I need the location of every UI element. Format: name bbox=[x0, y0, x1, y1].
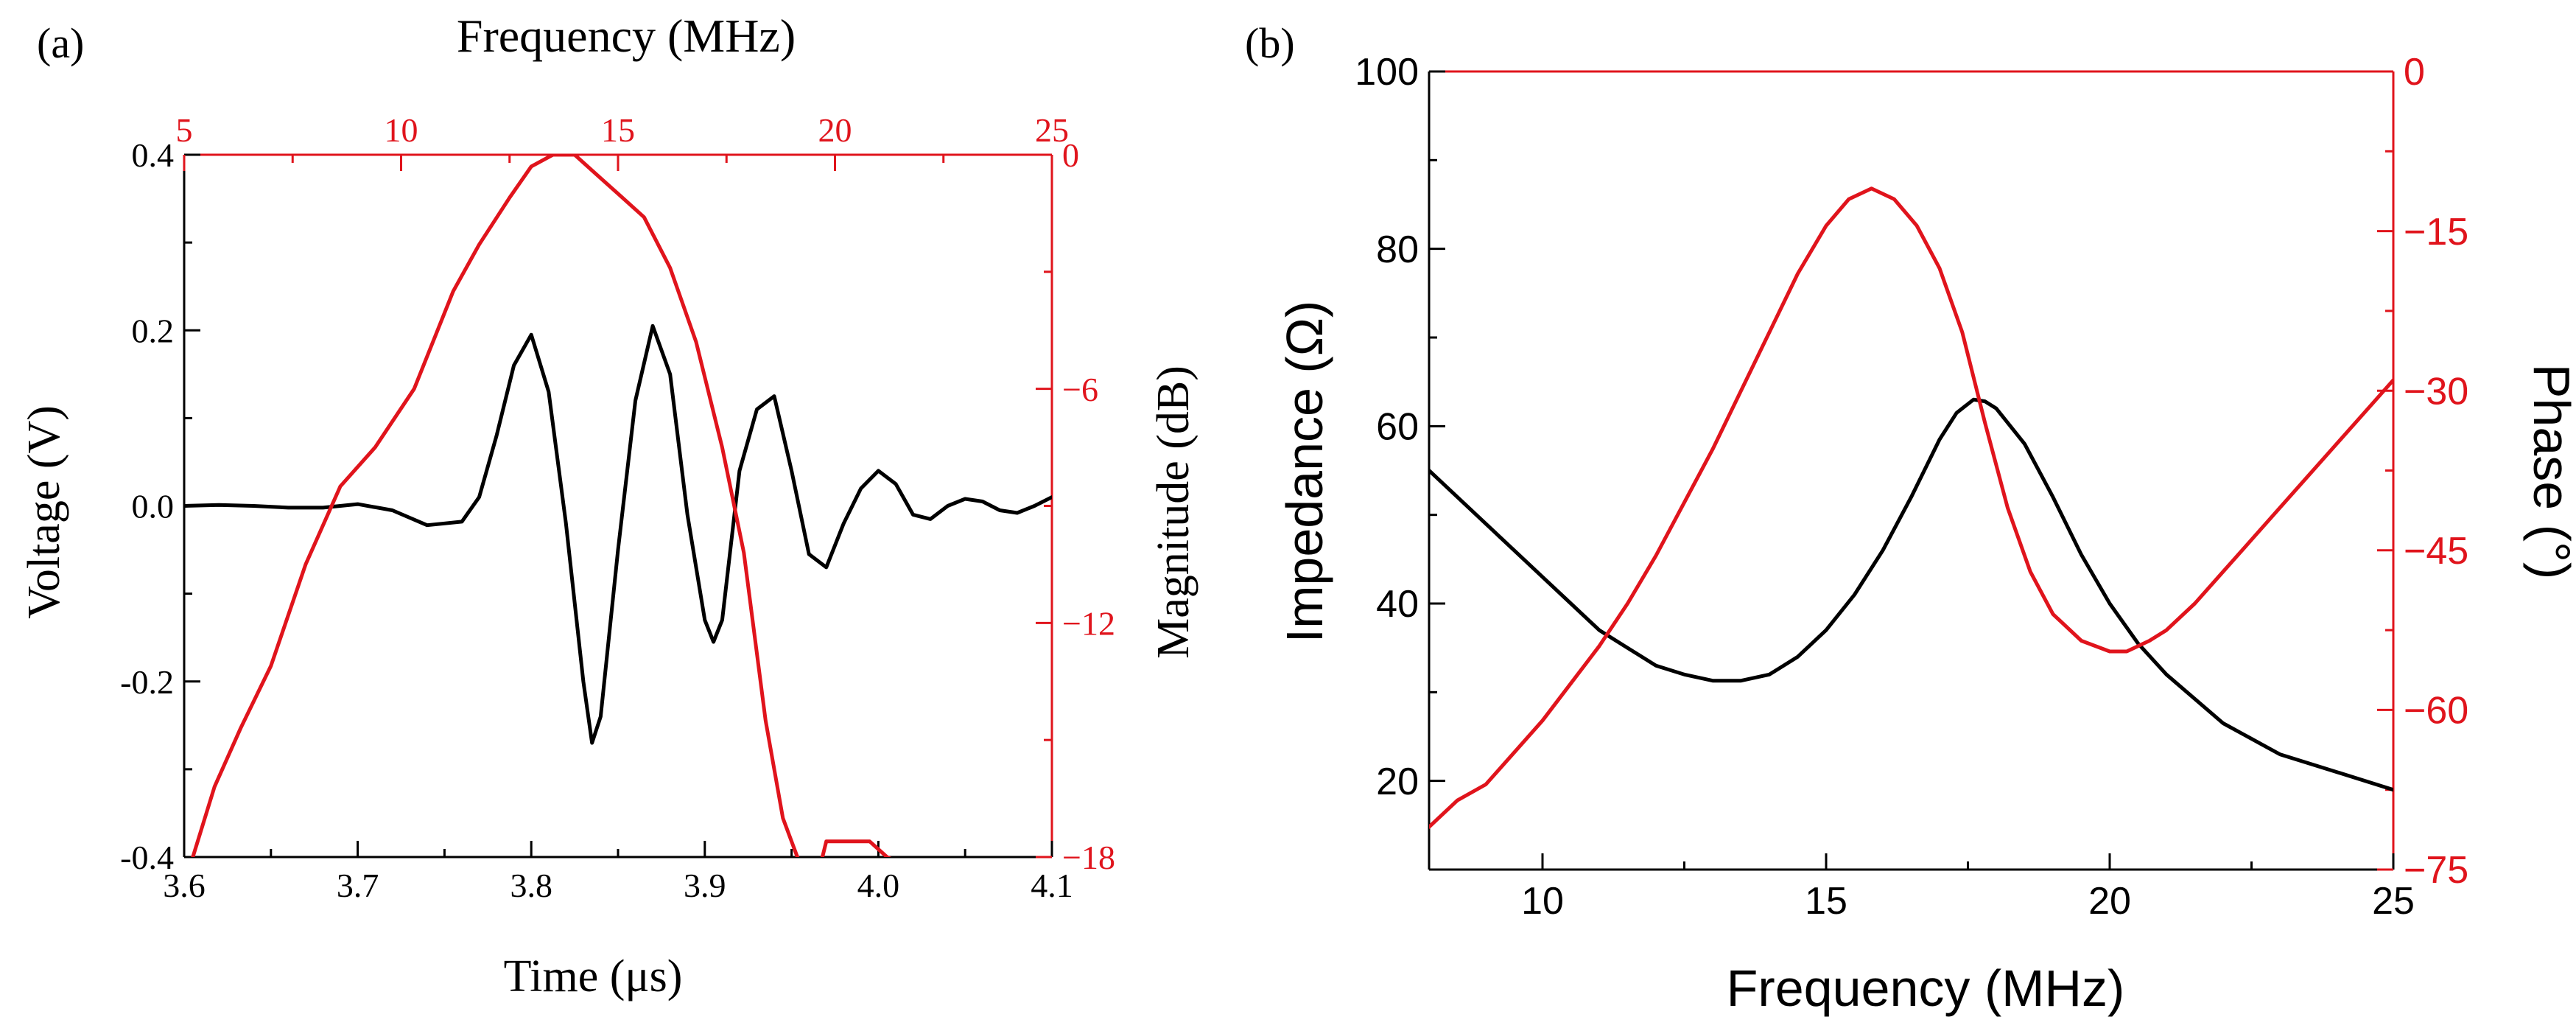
panel-b-plot-area: 10 15 20 25 20 40 60 80 100 −75 −60 −45 −30 −15 0 bbox=[1355, 51, 2468, 923]
panel-a-x-tick-label: 4.0 bbox=[857, 867, 900, 904]
panel-a-y-tick-label: -0.2 bbox=[120, 663, 174, 701]
panel-b-series-phase bbox=[1429, 186, 2393, 829]
panel-a-x2-tick-label: 5 bbox=[176, 111, 193, 149]
panel-a-y2-tick-label: −6 bbox=[1062, 371, 1098, 408]
panel-a-y2-tick-label: −18 bbox=[1062, 839, 1115, 876]
panel-a-x2-tick-label: 15 bbox=[601, 111, 635, 149]
panel-b-y2-tick-label: −30 bbox=[2404, 370, 2468, 413]
panel-a-y-label: Voltage (V) bbox=[19, 405, 69, 619]
panel-a-y-tick-label: 0.4 bbox=[132, 136, 175, 174]
panel-a-series-group bbox=[184, 155, 1052, 857]
panel-b-y-tick-label: 80 bbox=[1376, 228, 1419, 271]
panel-b-y-label: Impedance (Ω) bbox=[1276, 301, 1333, 643]
panel-a-x-tick-label: 3.9 bbox=[684, 867, 726, 904]
panel-a-x2-tick-label: 25 bbox=[1035, 111, 1069, 149]
panel-a-x-tick-label: 3.8 bbox=[510, 867, 552, 904]
panel-a-y2-tick-label: 0 bbox=[1062, 136, 1079, 174]
panel-a-x-label: Time (μs) bbox=[504, 951, 683, 1001]
panel-b-x-tick-label: 25 bbox=[2372, 880, 2415, 923]
panel-b-y2-tick-label: −15 bbox=[2404, 211, 2468, 253]
panel-b-y-tick-label: 100 bbox=[1355, 51, 1419, 94]
panel-b-y-tick-label: 40 bbox=[1376, 583, 1419, 626]
panel-b-x-tick-label: 15 bbox=[1805, 880, 1847, 923]
panel-a-x-tick-label: 3.6 bbox=[163, 867, 206, 904]
panel-a-y-tick-label: 0.2 bbox=[132, 312, 175, 349]
panel-a-y2-label: Magnitude (dB) bbox=[1148, 366, 1198, 659]
panel-b-x-tick-label: 20 bbox=[2088, 880, 2131, 923]
panel-b-label: (b) bbox=[1245, 19, 1295, 67]
panel-b-chart: (b) Frequency (MHz) Impedance (Ω) Phase … bbox=[1245, 19, 2576, 1017]
panel-a-x-tick-label: 3.7 bbox=[337, 867, 379, 904]
panel-b-y2-tick-label: 0 bbox=[2404, 51, 2425, 94]
panel-b-y-tick-label: 60 bbox=[1376, 406, 1419, 449]
panel-a-series-magnitude bbox=[191, 155, 892, 857]
panel-a-x2-tick-label: 20 bbox=[818, 111, 852, 149]
panel-a-series-voltage bbox=[184, 324, 1052, 745]
panel-b-x-tick-label: 10 bbox=[1521, 880, 1564, 923]
panel-b-y2-label: Phase (°) bbox=[2523, 364, 2576, 580]
panel-a-label: (a) bbox=[37, 19, 84, 67]
panel-a-y-tick-label: 0.0 bbox=[132, 488, 175, 525]
panel-b-y2-tick-label: −45 bbox=[2404, 530, 2468, 573]
panel-b-series-impedance bbox=[1429, 397, 2393, 792]
panel-b-x-label: Frequency (MHz) bbox=[1727, 959, 2125, 1017]
panel-a-x2-tick-label: 10 bbox=[385, 111, 418, 149]
panel-a-x-tick-label: 4.1 bbox=[1031, 867, 1073, 904]
panel-b-y2-tick-label: −60 bbox=[2404, 690, 2468, 732]
panel-a-y2-tick-label: −12 bbox=[1062, 604, 1115, 642]
panel-a-x2-label: Frequency (MHz) bbox=[457, 10, 796, 62]
panel-a-y-tick-label: -0.4 bbox=[120, 839, 174, 876]
panel-b-series-group bbox=[1429, 186, 2393, 829]
panel-b-y-tick-label: 20 bbox=[1376, 760, 1419, 803]
panel-a-plot-area: 3.6 3.7 3.8 3.9 4.0 4.1 -0.4 -0.2 0.0 0.2 0.4 −18 −1… bbox=[120, 111, 1115, 904]
panel-b-y2-tick-label: −75 bbox=[2404, 849, 2468, 892]
panel-a-chart: (a) Frequency (MHz) Time (μs) Voltage (V… bbox=[19, 10, 1198, 1001]
